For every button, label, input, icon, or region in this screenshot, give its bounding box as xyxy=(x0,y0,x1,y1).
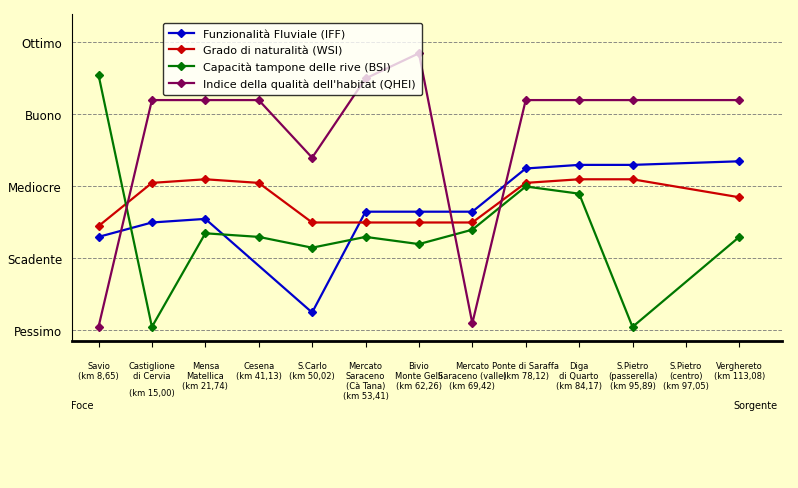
Indice della qualità dell'habitat (QHEI) xyxy=(628,98,638,104)
Funzionalità Fluviale (IFF) xyxy=(575,163,584,168)
Text: Mensa
Matellica
(km 21,74): Mensa Matellica (km 21,74) xyxy=(183,361,228,390)
Funzionalità Fluviale (IFF) xyxy=(734,159,744,165)
Funzionalità Fluviale (IFF) xyxy=(307,310,317,316)
Indice della qualità dell'habitat (QHEI) xyxy=(147,98,156,104)
Text: Bivio
Monte Gelli
(km 62,26): Bivio Monte Gelli (km 62,26) xyxy=(395,361,443,390)
Capacità tampone delle rive (BSI) xyxy=(734,234,744,240)
Text: (km 15,00): (km 15,00) xyxy=(129,388,175,397)
Indice della qualità dell'habitat (QHEI) xyxy=(521,98,531,104)
Indice della qualità dell'habitat (QHEI) xyxy=(734,98,744,104)
Funzionalità Fluviale (IFF) xyxy=(93,234,103,240)
Indice della qualità dell'habitat (QHEI) xyxy=(254,98,263,104)
Text: Verghereto
(km 113,08): Verghereto (km 113,08) xyxy=(713,361,765,380)
Text: S.Pietro
(centro)
(km 97,05): S.Pietro (centro) (km 97,05) xyxy=(663,361,709,390)
Grado di naturalità (WSI) xyxy=(628,177,638,183)
Indice della qualità dell'habitat (QHEI) xyxy=(361,77,370,82)
Funzionalità Fluviale (IFF) xyxy=(521,166,531,172)
Capacità tampone delle rive (BSI) xyxy=(575,191,584,197)
Text: Ponte di Saraffa
(km 78,12): Ponte di Saraffa (km 78,12) xyxy=(492,361,559,380)
Grado di naturalità (WSI) xyxy=(254,181,263,186)
Indice della qualità dell'habitat (QHEI) xyxy=(414,51,424,57)
Grado di naturalità (WSI) xyxy=(414,220,424,226)
Capacità tampone delle rive (BSI) xyxy=(521,184,531,190)
Funzionalità Fluviale (IFF) xyxy=(468,209,477,215)
Grado di naturalità (WSI) xyxy=(307,220,317,226)
Text: Diga
di Quarto
(km 84,17): Diga di Quarto (km 84,17) xyxy=(556,361,602,390)
Capacità tampone delle rive (BSI) xyxy=(414,242,424,247)
Line: Grado di naturalità (WSI): Grado di naturalità (WSI) xyxy=(96,177,742,230)
Funzionalità Fluviale (IFF) xyxy=(628,163,638,168)
Text: Cesena
(km 41,13): Cesena (km 41,13) xyxy=(235,361,282,380)
Text: Savio
(km 8,65): Savio (km 8,65) xyxy=(78,361,119,380)
Text: Foce: Foce xyxy=(71,401,93,410)
Text: Mercato
Saraceno
(Cà Tana)
(km 53,41): Mercato Saraceno (Cà Tana) (km 53,41) xyxy=(342,361,389,400)
Indice della qualità dell'habitat (QHEI) xyxy=(575,98,584,104)
Funzionalità Fluviale (IFF) xyxy=(414,209,424,215)
Grado di naturalità (WSI) xyxy=(468,220,477,226)
Grado di naturalità (WSI) xyxy=(200,177,210,183)
Grado di naturalità (WSI) xyxy=(734,195,744,201)
Funzionalità Fluviale (IFF) xyxy=(200,217,210,223)
Capacità tampone delle rive (BSI) xyxy=(147,325,156,330)
Capacità tampone delle rive (BSI) xyxy=(628,325,638,330)
Funzionalità Fluviale (IFF) xyxy=(361,209,370,215)
Indice della qualità dell'habitat (QHEI) xyxy=(93,325,103,330)
Text: Castiglione
di Cervia: Castiglione di Cervia xyxy=(128,361,176,380)
Capacità tampone delle rive (BSI) xyxy=(307,245,317,251)
Indice della qualità dell'habitat (QHEI) xyxy=(200,98,210,104)
Text: S.Carlo
(km 50,02): S.Carlo (km 50,02) xyxy=(289,361,335,380)
Text: S.Pietro
(passerella)
(km 95,89): S.Pietro (passerella) (km 95,89) xyxy=(608,361,658,390)
Grado di naturalità (WSI) xyxy=(93,224,103,229)
Grado di naturalità (WSI) xyxy=(361,220,370,226)
Line: Capacità tampone delle rive (BSI): Capacità tampone delle rive (BSI) xyxy=(96,73,742,330)
Legend: Funzionalità Fluviale (IFF), Grado di naturalità (WSI), Capacità tampone delle r: Funzionalità Fluviale (IFF), Grado di na… xyxy=(163,23,422,96)
Indice della qualità dell'habitat (QHEI) xyxy=(468,321,477,326)
Line: Funzionalità Fluviale (IFF): Funzionalità Fluviale (IFF) xyxy=(96,159,742,316)
Indice della qualità dell'habitat (QHEI) xyxy=(307,156,317,162)
Funzionalità Fluviale (IFF) xyxy=(147,220,156,226)
Grado di naturalità (WSI) xyxy=(521,181,531,186)
Capacità tampone delle rive (BSI) xyxy=(254,234,263,240)
Grado di naturalità (WSI) xyxy=(575,177,584,183)
Capacità tampone delle rive (BSI) xyxy=(361,234,370,240)
Capacità tampone delle rive (BSI) xyxy=(200,231,210,237)
Capacità tampone delle rive (BSI) xyxy=(468,227,477,233)
Text: Mercato
Saraceno (valle)
(km 69,42): Mercato Saraceno (valle) (km 69,42) xyxy=(438,361,507,390)
Capacità tampone delle rive (BSI) xyxy=(93,73,103,79)
Line: Indice della qualità dell'habitat (QHEI): Indice della qualità dell'habitat (QHEI) xyxy=(96,51,742,330)
Text: Sorgente: Sorgente xyxy=(733,401,777,410)
Grado di naturalità (WSI) xyxy=(147,181,156,186)
